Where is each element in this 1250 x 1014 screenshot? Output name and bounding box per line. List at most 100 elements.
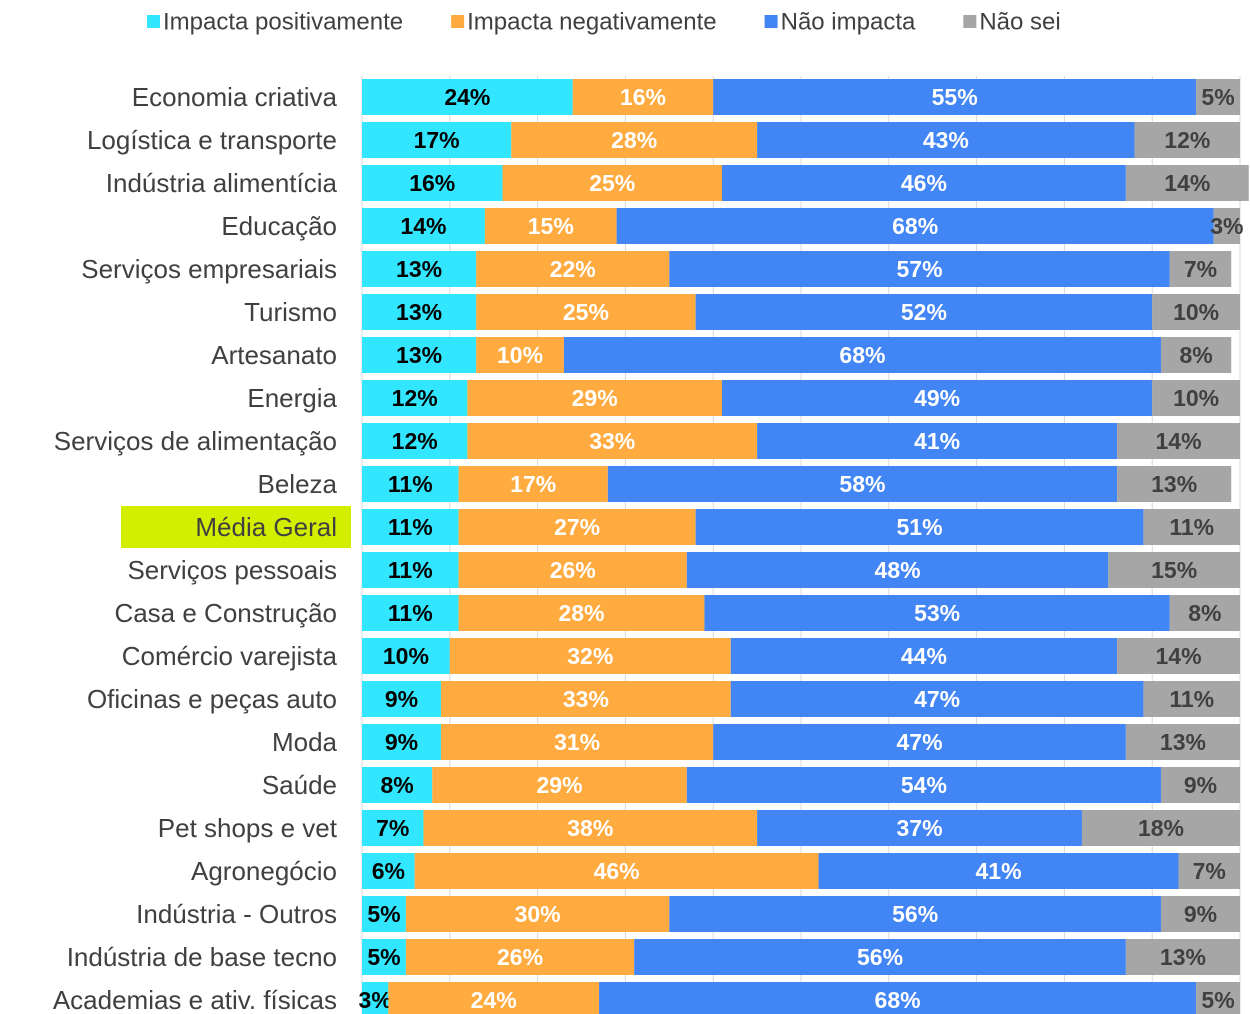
data-label: 46%	[901, 170, 947, 196]
bar-segment	[362, 380, 468, 416]
bar-segment	[1108, 552, 1240, 588]
legend-label: Impacta positivamente	[163, 9, 403, 36]
data-label: 13%	[396, 256, 442, 282]
data-label: 30%	[515, 901, 561, 927]
data-label: 11%	[388, 514, 433, 540]
bar-segment	[388, 982, 600, 1014]
category-label: Indústria - Outros	[136, 899, 337, 929]
category-label: Energia	[247, 383, 337, 413]
legend-swatch	[147, 15, 160, 28]
bar-segment	[713, 79, 1197, 115]
data-label: 11%	[1169, 514, 1214, 540]
data-label: 5%	[1201, 84, 1234, 110]
bar-segment	[669, 896, 1161, 932]
bar-segment	[362, 896, 406, 932]
data-label: 33%	[563, 686, 609, 712]
bar-segment	[458, 552, 687, 588]
bar-segment	[1143, 509, 1240, 545]
bar-segment	[511, 122, 758, 158]
data-label: 9%	[1184, 901, 1217, 927]
bar-segment	[1196, 982, 1240, 1014]
data-label: 14%	[1164, 170, 1210, 196]
bar-segment	[695, 294, 1153, 330]
bar-segment	[362, 79, 573, 115]
category-label: Artesanato	[211, 340, 337, 370]
data-label: 32%	[567, 643, 613, 669]
bar-segment	[362, 466, 459, 502]
category-label: Educação	[221, 211, 337, 241]
bar-segment	[362, 509, 459, 545]
data-label: 37%	[897, 815, 943, 841]
data-label: 11%	[388, 557, 433, 583]
bar-segment	[362, 165, 503, 201]
bar-segment	[1125, 724, 1240, 760]
data-label: 24%	[471, 987, 517, 1013]
data-label: 33%	[589, 428, 635, 454]
data-label: 7%	[376, 815, 409, 841]
bar-segment	[458, 466, 608, 502]
data-label: 44%	[901, 643, 947, 669]
data-label: 26%	[497, 944, 543, 970]
legend-swatch	[451, 15, 465, 28]
data-label: 3%	[1210, 213, 1243, 239]
data-label: 16%	[409, 170, 455, 196]
bar-segment	[704, 595, 1170, 631]
bar-segment	[362, 337, 477, 373]
category-label: Casa e Construção	[114, 598, 337, 628]
data-label: 56%	[857, 944, 903, 970]
data-label: 16%	[620, 84, 666, 110]
data-label: 12%	[392, 385, 438, 411]
data-label: 54%	[901, 772, 947, 798]
data-label: 41%	[976, 858, 1022, 884]
category-label: Indústria de base tecno	[67, 942, 337, 972]
bar-segment	[1152, 380, 1240, 416]
bar-segment	[1143, 681, 1240, 717]
data-label: 55%	[932, 84, 978, 110]
data-label: 25%	[589, 170, 635, 196]
data-label: 25%	[563, 299, 609, 325]
data-label: 15%	[1151, 557, 1197, 583]
data-label: 46%	[594, 858, 640, 884]
bar-segment	[405, 939, 635, 975]
data-label: 43%	[923, 127, 969, 153]
data-label: 9%	[385, 729, 418, 755]
bar-segment	[757, 423, 1118, 459]
bar-segment	[458, 595, 705, 631]
data-label: 10%	[497, 342, 543, 368]
bar-segment	[818, 853, 1179, 889]
bar-segment	[362, 122, 512, 158]
data-label: 8%	[380, 772, 413, 798]
bar-segment	[1169, 251, 1232, 287]
data-label: 24%	[444, 84, 490, 110]
bar-segment	[563, 337, 1161, 373]
bar-segment	[686, 552, 1109, 588]
category-label: Oficinas e peças auto	[87, 684, 337, 714]
legend-swatch	[963, 15, 977, 28]
data-label: 56%	[892, 901, 938, 927]
bar-segment	[1169, 595, 1240, 631]
bar-segment	[695, 509, 1144, 545]
bar-segment	[362, 767, 433, 803]
category-label: Saúde	[262, 770, 337, 800]
category-label: Serviços empresariais	[81, 254, 337, 284]
bar-segment	[1178, 853, 1240, 889]
bar-segment	[362, 294, 477, 330]
data-label: 53%	[914, 600, 960, 626]
data-label: 13%	[1151, 471, 1197, 497]
bar-segment	[1152, 294, 1240, 330]
bar-segment	[1160, 767, 1240, 803]
bar-segment	[476, 294, 696, 330]
data-label: 52%	[901, 299, 947, 325]
bar-segment	[1117, 466, 1232, 502]
data-label: 13%	[1160, 729, 1206, 755]
data-label: 51%	[897, 514, 943, 540]
bar-segment	[1196, 79, 1240, 115]
category-label: Pet shops e vet	[158, 813, 338, 843]
data-label: 11%	[388, 600, 433, 626]
category-label: Economia criativa	[132, 82, 338, 112]
bar-segment	[362, 595, 459, 631]
data-label: 11%	[1169, 686, 1214, 712]
bar-segment	[362, 724, 442, 760]
bar-segment	[1081, 810, 1240, 846]
